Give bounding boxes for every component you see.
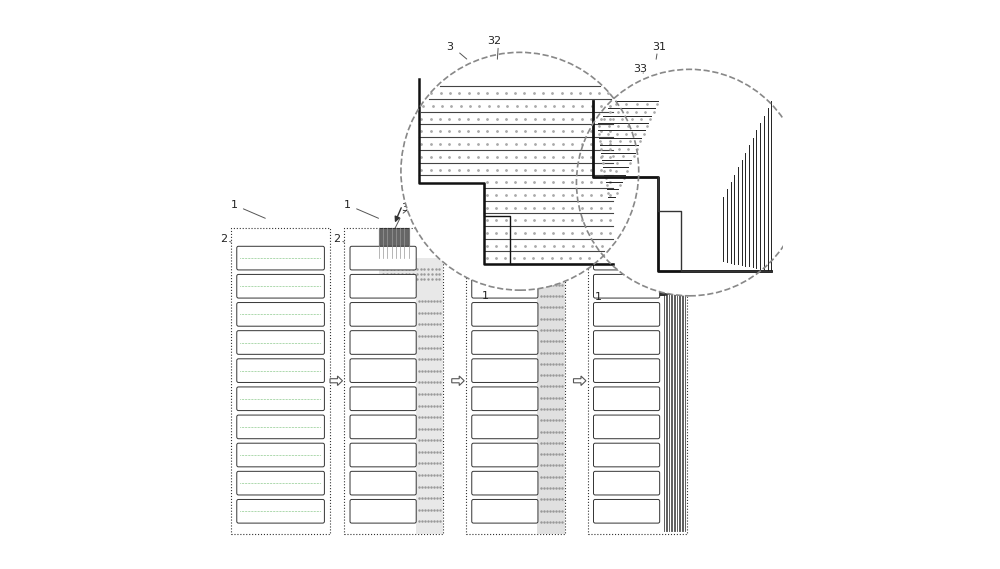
Bar <box>231 228 330 534</box>
FancyBboxPatch shape <box>237 274 324 298</box>
FancyBboxPatch shape <box>472 415 538 439</box>
FancyBboxPatch shape <box>593 500 660 523</box>
Bar <box>466 228 565 534</box>
FancyBboxPatch shape <box>237 443 324 467</box>
Text: 2: 2 <box>455 234 466 244</box>
FancyArrow shape <box>452 376 464 386</box>
Bar <box>379 228 409 258</box>
Text: 3: 3 <box>386 203 409 247</box>
Text: 3: 3 <box>446 42 453 52</box>
FancyBboxPatch shape <box>350 331 416 354</box>
FancyBboxPatch shape <box>350 387 416 411</box>
FancyBboxPatch shape <box>593 359 660 382</box>
Bar <box>379 258 443 289</box>
Bar <box>537 228 565 534</box>
FancyBboxPatch shape <box>237 303 324 326</box>
FancyBboxPatch shape <box>237 387 324 411</box>
FancyBboxPatch shape <box>472 443 538 467</box>
Text: 1: 1 <box>466 200 500 218</box>
FancyBboxPatch shape <box>350 443 416 467</box>
Bar <box>588 228 687 534</box>
FancyBboxPatch shape <box>350 303 416 326</box>
FancyBboxPatch shape <box>237 359 324 382</box>
FancyArrow shape <box>330 376 342 386</box>
FancyBboxPatch shape <box>237 331 324 354</box>
Text: 32: 32 <box>487 36 501 46</box>
FancyBboxPatch shape <box>593 471 660 495</box>
FancyBboxPatch shape <box>350 359 416 382</box>
Text: 1: 1 <box>588 200 622 218</box>
FancyBboxPatch shape <box>472 303 538 326</box>
Bar <box>416 289 443 534</box>
FancyBboxPatch shape <box>237 415 324 439</box>
FancyBboxPatch shape <box>593 303 660 326</box>
FancyBboxPatch shape <box>472 246 538 270</box>
Text: 1: 1 <box>231 200 265 218</box>
FancyBboxPatch shape <box>593 331 660 354</box>
FancyArrow shape <box>573 376 586 386</box>
FancyBboxPatch shape <box>593 274 660 298</box>
FancyBboxPatch shape <box>472 500 538 523</box>
Text: 2: 2 <box>576 234 588 244</box>
FancyBboxPatch shape <box>472 274 538 298</box>
Text: 1: 1 <box>344 200 379 218</box>
FancyBboxPatch shape <box>593 415 660 439</box>
Text: 1: 1 <box>482 291 489 300</box>
Bar <box>501 228 530 258</box>
Bar <box>344 228 443 534</box>
FancyBboxPatch shape <box>350 500 416 523</box>
FancyBboxPatch shape <box>350 415 416 439</box>
FancyBboxPatch shape <box>472 331 538 354</box>
FancyBboxPatch shape <box>472 387 538 411</box>
FancyBboxPatch shape <box>472 471 538 495</box>
Circle shape <box>576 69 803 296</box>
FancyBboxPatch shape <box>350 246 416 270</box>
Text: 31: 31 <box>652 42 666 52</box>
FancyBboxPatch shape <box>593 387 660 411</box>
FancyBboxPatch shape <box>350 471 416 495</box>
FancyBboxPatch shape <box>237 500 324 523</box>
Text: 2: 2 <box>333 234 344 244</box>
Text: 3: 3 <box>403 199 419 213</box>
FancyBboxPatch shape <box>350 274 416 298</box>
Circle shape <box>401 52 639 290</box>
Text: 2: 2 <box>220 234 231 244</box>
Text: 33: 33 <box>633 64 647 74</box>
FancyBboxPatch shape <box>472 359 538 382</box>
FancyBboxPatch shape <box>593 443 660 467</box>
Text: 1: 1 <box>595 292 602 302</box>
FancyBboxPatch shape <box>237 471 324 495</box>
Bar <box>501 258 537 289</box>
FancyBboxPatch shape <box>237 246 324 270</box>
FancyBboxPatch shape <box>593 246 660 270</box>
Bar <box>622 228 652 258</box>
